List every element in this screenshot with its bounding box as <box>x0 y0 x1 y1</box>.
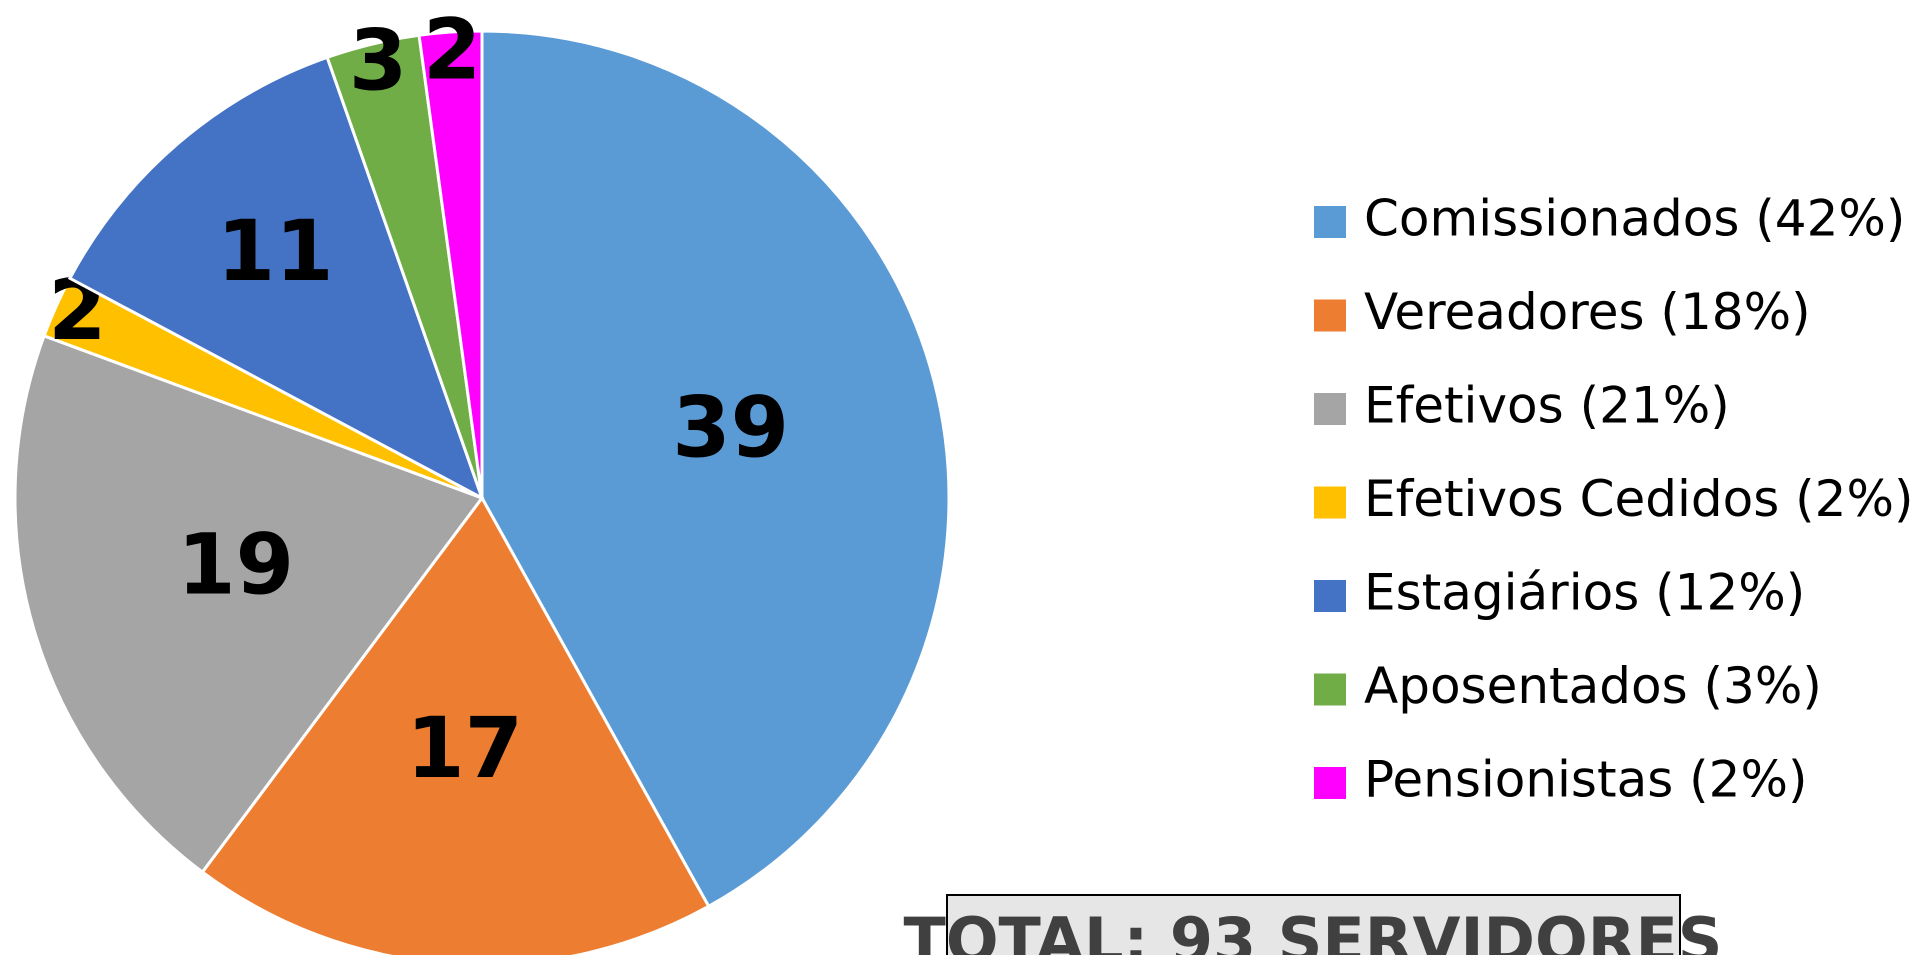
data-label: 39 <box>672 379 789 477</box>
legend-swatch <box>1314 486 1346 519</box>
data-label: 17 <box>406 699 523 797</box>
legend-label: Estagiários (12%) <box>1364 564 1805 622</box>
data-label: 11 <box>217 202 334 300</box>
legend-swatch <box>1314 206 1346 238</box>
legend-label: Aposentados (3%) <box>1364 657 1822 715</box>
legend-label: Efetivos (21%) <box>1364 377 1730 435</box>
total-annotation: TOTAL: 93 SERVIDORES <box>904 904 1723 955</box>
pie-slice <box>200 495 711 955</box>
data-label: 2 <box>423 0 481 98</box>
legend-label: Vereadores (18%) <box>1364 283 1811 341</box>
legend-swatch <box>1314 673 1346 706</box>
pie-slice <box>417 29 484 499</box>
legend-swatch <box>1314 299 1346 332</box>
legend-swatch <box>1314 767 1346 799</box>
data-label: 19 <box>177 516 294 614</box>
pie-slice <box>480 29 951 909</box>
legend-swatch <box>1314 580 1346 612</box>
legend-label: Pensionistas (2%) <box>1364 751 1808 809</box>
total-box <box>946 894 1681 955</box>
legend-label: Efetivos Cedidos (2%) <box>1364 470 1914 528</box>
pie-slice <box>13 333 485 875</box>
data-label: 3 <box>349 12 407 110</box>
legend-swatch <box>1314 393 1346 425</box>
legend-label: Comissionados (42%) <box>1364 190 1905 248</box>
pie-slice <box>67 55 485 502</box>
